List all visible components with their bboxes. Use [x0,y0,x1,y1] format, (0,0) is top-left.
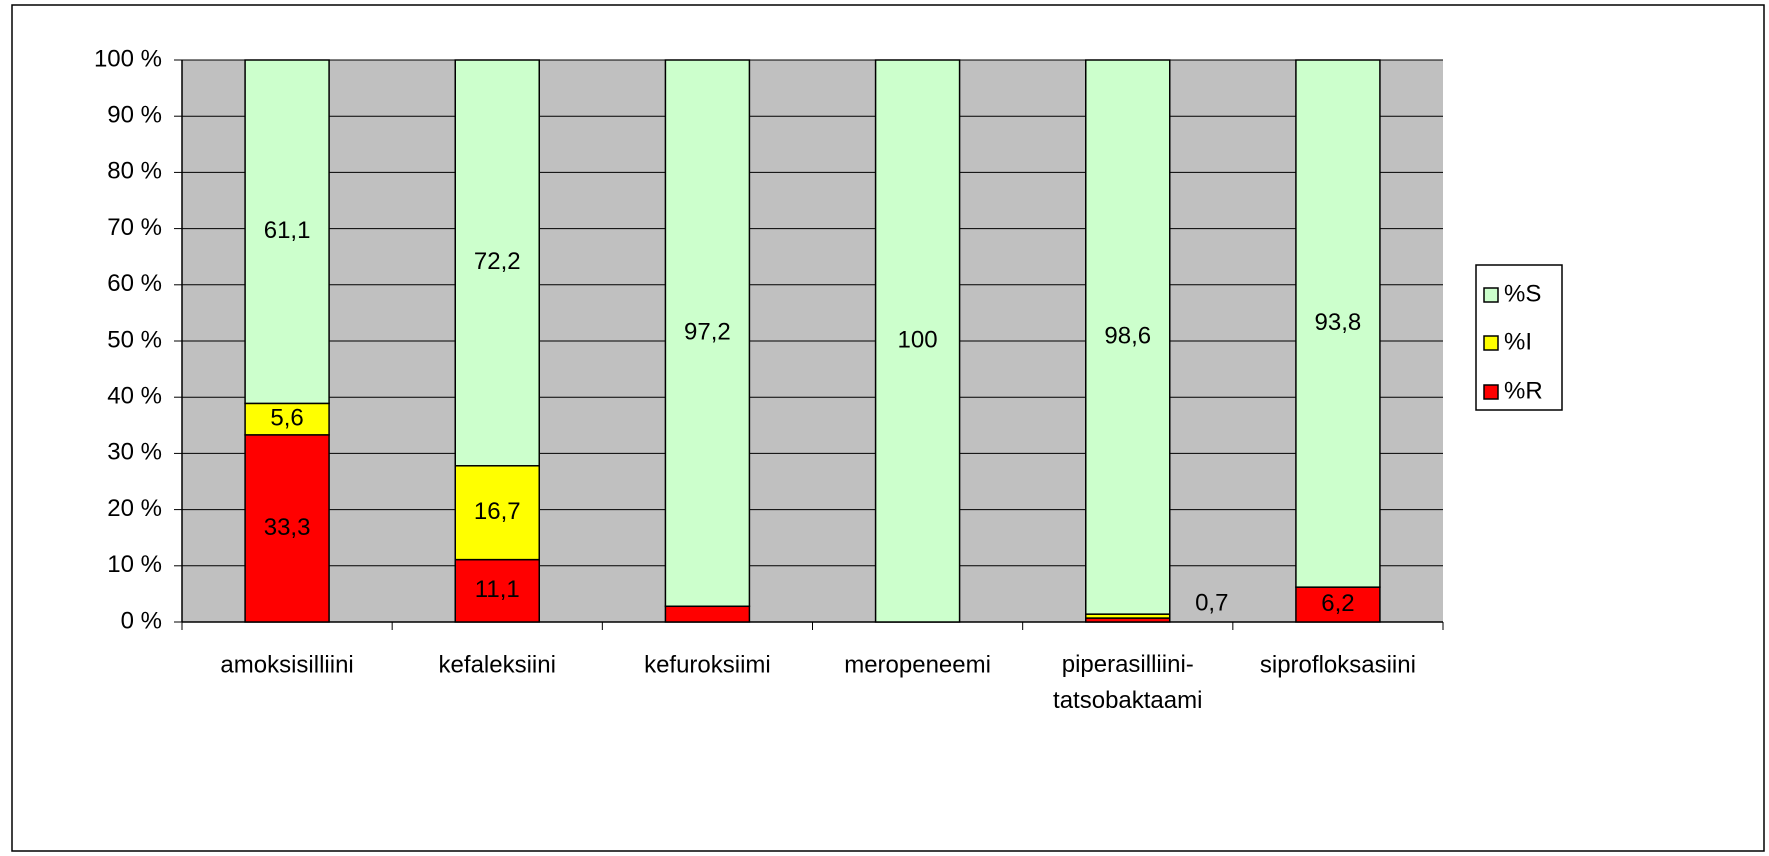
y-tick-label: 10 % [107,551,162,578]
bar-segment [244,59,330,405]
x-tick-label: kefaleksiini [439,651,556,678]
y-tick-label: 40 % [107,383,162,410]
legend-swatch [1483,384,1499,400]
data-label: 61,1 [264,217,311,244]
y-tick-label: 70 % [107,214,162,241]
y-tick-label: 30 % [107,439,162,466]
bar-segment [244,402,330,436]
bar-segment [664,59,751,608]
y-tick-label: 0 % [121,607,162,634]
data-label: 33,3 [264,514,311,541]
y-tick-label: 60 % [107,270,162,297]
legend-swatch [1483,287,1499,303]
data-label: 97,2 [684,318,731,345]
bar-segment [664,605,751,623]
y-tick-label: 50 % [107,326,162,353]
y-tick-label: 20 % [107,495,162,522]
x-tick-label: piperasilliini-tatsobaktaami [1053,651,1202,714]
legend-label: %R [1504,377,1543,404]
bar-segment [1295,59,1381,588]
bar-segment [1295,586,1381,623]
y-tick-label: 80 % [107,158,162,185]
legend-label: %S [1504,280,1541,307]
bar-segment [874,59,961,623]
bar-segment [454,558,540,623]
bar-segment [454,59,540,467]
legend-swatch [1483,335,1499,351]
data-label: 98,6 [1104,322,1151,349]
data-label: 6,2 [1321,590,1354,617]
x-tick-label: kefuroksiimi [644,651,771,678]
data-label: 93,8 [1315,309,1362,336]
legend-label: %I [1504,328,1532,355]
data-label: 0,7 [1195,589,1228,616]
x-tick-label: siprofloksasiini [1260,651,1416,678]
y-tick-label: 100 % [94,45,162,72]
x-tick-label: amoksisilliini [220,651,353,678]
x-tick-label: meropeneemi [844,651,991,678]
data-label: 100 [898,326,938,353]
bar-segment [244,434,330,623]
data-label: 5,6 [270,404,303,431]
data-label: 72,2 [474,248,521,275]
data-label: 16,7 [474,498,521,525]
data-label: 11,1 [475,576,520,603]
y-tick-label: 90 % [107,102,162,129]
bar-segment [1085,59,1171,615]
bar-segment [454,465,540,561]
